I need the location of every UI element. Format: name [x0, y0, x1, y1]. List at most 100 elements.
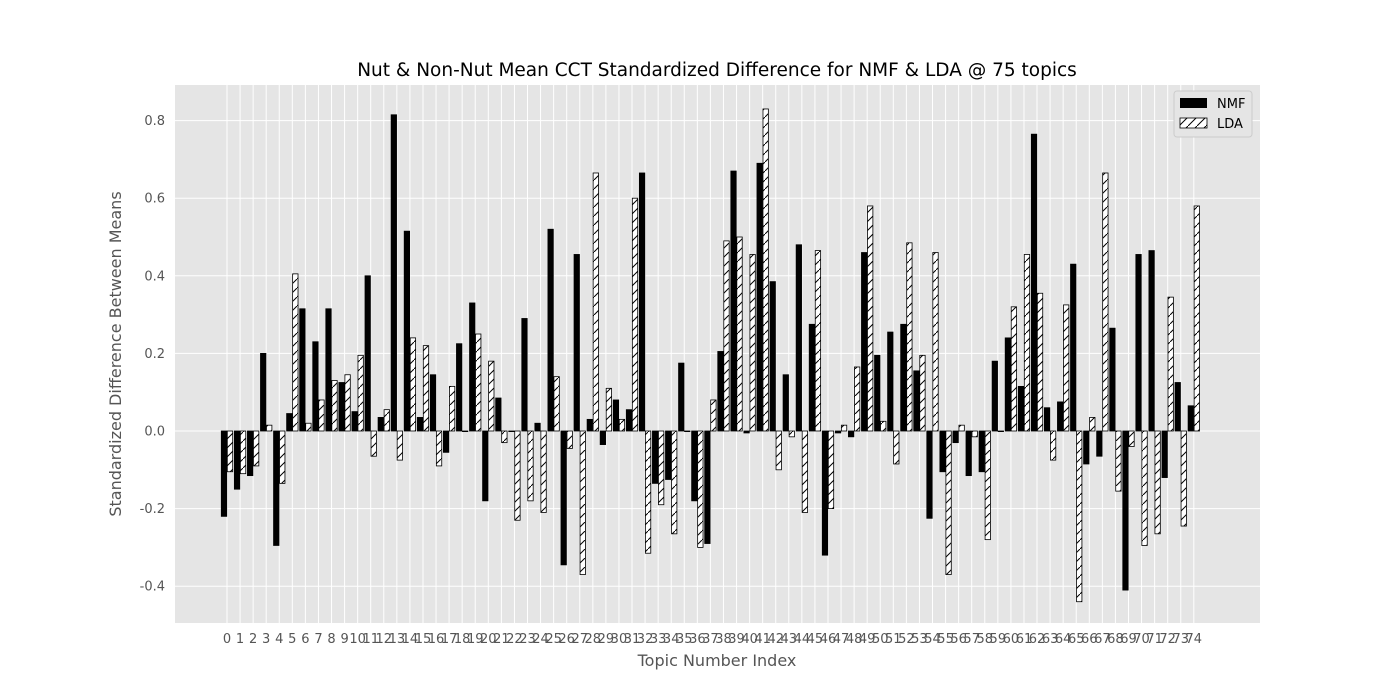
bar-lda-hatch [1154, 431, 1161, 534]
bar-lda [462, 430, 469, 433]
bar-lda-hatch [514, 431, 521, 521]
y-tick-labels: -0.4 -0.2 0.0 0.2 0.4 0.6 0.8 [140, 114, 165, 595]
bar-lda-hatch [998, 431, 1004, 432]
bar-nmf-fill [848, 430, 855, 438]
bar-nmf-fill [599, 430, 606, 445]
bar-lda [266, 424, 273, 432]
y-tick-label: 0.8 [144, 114, 165, 129]
bar-nmf [834, 430, 842, 434]
bar-lda-hatch [566, 431, 573, 449]
bar-lda-hatch [331, 380, 338, 431]
bar-nmf-fill [469, 302, 476, 432]
bar-lda-hatch [789, 431, 795, 437]
bar-nmf [1135, 254, 1142, 432]
bar-nmf [586, 418, 593, 432]
bar-nmf-fill [704, 430, 711, 544]
bar-nmf-fill [952, 430, 959, 444]
bar-nmf-fill [403, 230, 411, 432]
y-tick-label: 0.4 [144, 269, 165, 284]
x-axis-label: Topic Number Index [637, 651, 797, 670]
bar-nmf [612, 399, 620, 432]
x-tick-label: 23 [519, 632, 536, 647]
bar-lda [658, 430, 665, 506]
bar-nmf [848, 430, 855, 438]
x-tick-label: 56 [950, 632, 967, 647]
bar-nmf [416, 417, 424, 432]
bar-lda-hatch [305, 423, 312, 431]
bar-lda [396, 430, 403, 461]
bar-nmf [443, 430, 450, 453]
bar-lda [331, 380, 338, 432]
bar-nmf [717, 351, 724, 432]
bar-nmf-fill [1096, 430, 1103, 457]
bar-nmf [1004, 337, 1012, 432]
bar-nmf-fill [795, 244, 802, 432]
bar-nmf-fill [678, 362, 685, 432]
bar-nmf [1030, 133, 1038, 432]
x-tick-label: 53 [911, 632, 928, 647]
bar-nmf [808, 323, 816, 432]
bar-nmf-fill [926, 430, 933, 519]
x-tick-label: 36 [689, 632, 706, 647]
bar-nmf-fill [534, 422, 541, 432]
bar-lda-hatch [266, 425, 272, 431]
bar-lda [605, 387, 612, 432]
legend-label-nmf: NMF [1217, 97, 1245, 112]
bar-nmf [756, 162, 763, 432]
bar-nmf-fill [834, 430, 842, 434]
legend: NMF LDA [1173, 90, 1253, 138]
bar-nmf-fill [1004, 337, 1012, 432]
x-tick-label: 1 [236, 632, 244, 647]
bar-nmf-fill [691, 430, 698, 502]
bar-lda [1154, 430, 1161, 535]
x-tick-label: 7 [314, 632, 322, 647]
x-tick-label: 43 [781, 632, 798, 647]
bar-lda-hatch [475, 334, 481, 431]
bar-lda-hatch [318, 399, 325, 431]
x-tick-label: 42 [767, 632, 784, 647]
bar-lda-hatch [462, 431, 468, 432]
x-tick-label: 49 [859, 632, 876, 647]
bar-lda-hatch [1011, 306, 1017, 431]
bar-lda-hatch [501, 431, 508, 443]
x-tick-label: 47 [833, 632, 850, 647]
bar-lda-hatch [658, 431, 664, 505]
bar-nmf-fill [821, 430, 829, 556]
bar-lda-hatch [227, 431, 233, 472]
bar-nmf-fill [586, 418, 593, 432]
bar-lda [932, 252, 939, 432]
bar-lda [958, 424, 965, 432]
x-tick-label: 13 [389, 632, 406, 647]
bar-lda [1063, 304, 1070, 432]
y-tick-label: 0.2 [144, 347, 165, 362]
bar-nmf-fill [769, 281, 776, 432]
bar-lda [344, 374, 351, 432]
bar-lda [239, 430, 247, 475]
bar-nmf-fill [665, 430, 672, 480]
x-tick-label: 17 [441, 632, 458, 647]
bar-lda [592, 172, 599, 432]
bar-nmf [220, 430, 228, 517]
bar-lda [671, 430, 678, 535]
bar-lda [1049, 430, 1057, 461]
bar-nmf-fill [717, 351, 724, 432]
bar-nmf-fill [1043, 407, 1051, 432]
x-tick-label: 16 [428, 632, 445, 647]
bar-nmf-fill [638, 172, 646, 432]
bar-nmf [926, 430, 933, 519]
x-tick-label: 9 [340, 632, 348, 647]
bar-lda-hatch [1128, 431, 1135, 447]
bar-nmf [403, 230, 411, 432]
bar-lda-hatch [972, 431, 978, 437]
bar-lda-hatch [958, 425, 965, 431]
x-tick-label: 44 [794, 632, 811, 647]
bar-lda-hatch [449, 386, 455, 431]
x-tick-label: 14 [402, 632, 419, 647]
x-tick-label: 69 [1120, 632, 1137, 647]
bar-lda-hatch [684, 431, 690, 432]
bar-lda [919, 354, 926, 432]
bar-nmf [260, 352, 267, 432]
bar-nmf [1043, 407, 1051, 432]
bar-lda [357, 354, 364, 432]
